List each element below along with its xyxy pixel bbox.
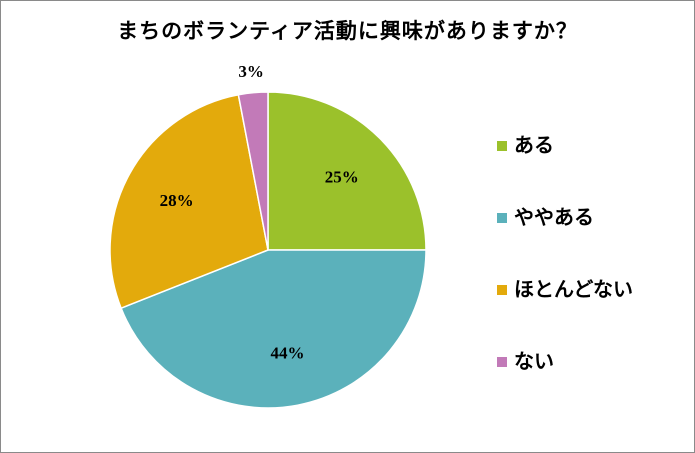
- pie-label-nai: 3%: [238, 62, 264, 81]
- legend-label-hotondo-nai: ほとんどない: [514, 277, 633, 301]
- legend-label-yaya-aru: ややある: [514, 205, 594, 229]
- pie-label-hotondo-nai: 28%: [160, 191, 194, 210]
- pie-slice-yaya-aru: [120, 249, 427, 409]
- pie-label-yaya-aru: 44%: [271, 343, 305, 362]
- legend-swatch-hotondo-nai: [497, 285, 507, 295]
- chart-title: まちのボランティア活動に興味がありますか？: [117, 18, 578, 43]
- legend-label-aru: ある: [514, 133, 554, 157]
- pie-slice-hotondo-nai: [109, 93, 269, 310]
- pie-label-aru: 25%: [325, 167, 359, 186]
- legend-swatch-aru: [497, 141, 507, 151]
- pie-slice-aru: [267, 91, 427, 251]
- legend-swatch-yaya-aru: [497, 213, 507, 223]
- pie-slice-nai: [237, 91, 269, 251]
- legend-label-nai: ない: [514, 349, 554, 373]
- legend-swatch-nai: [497, 357, 507, 367]
